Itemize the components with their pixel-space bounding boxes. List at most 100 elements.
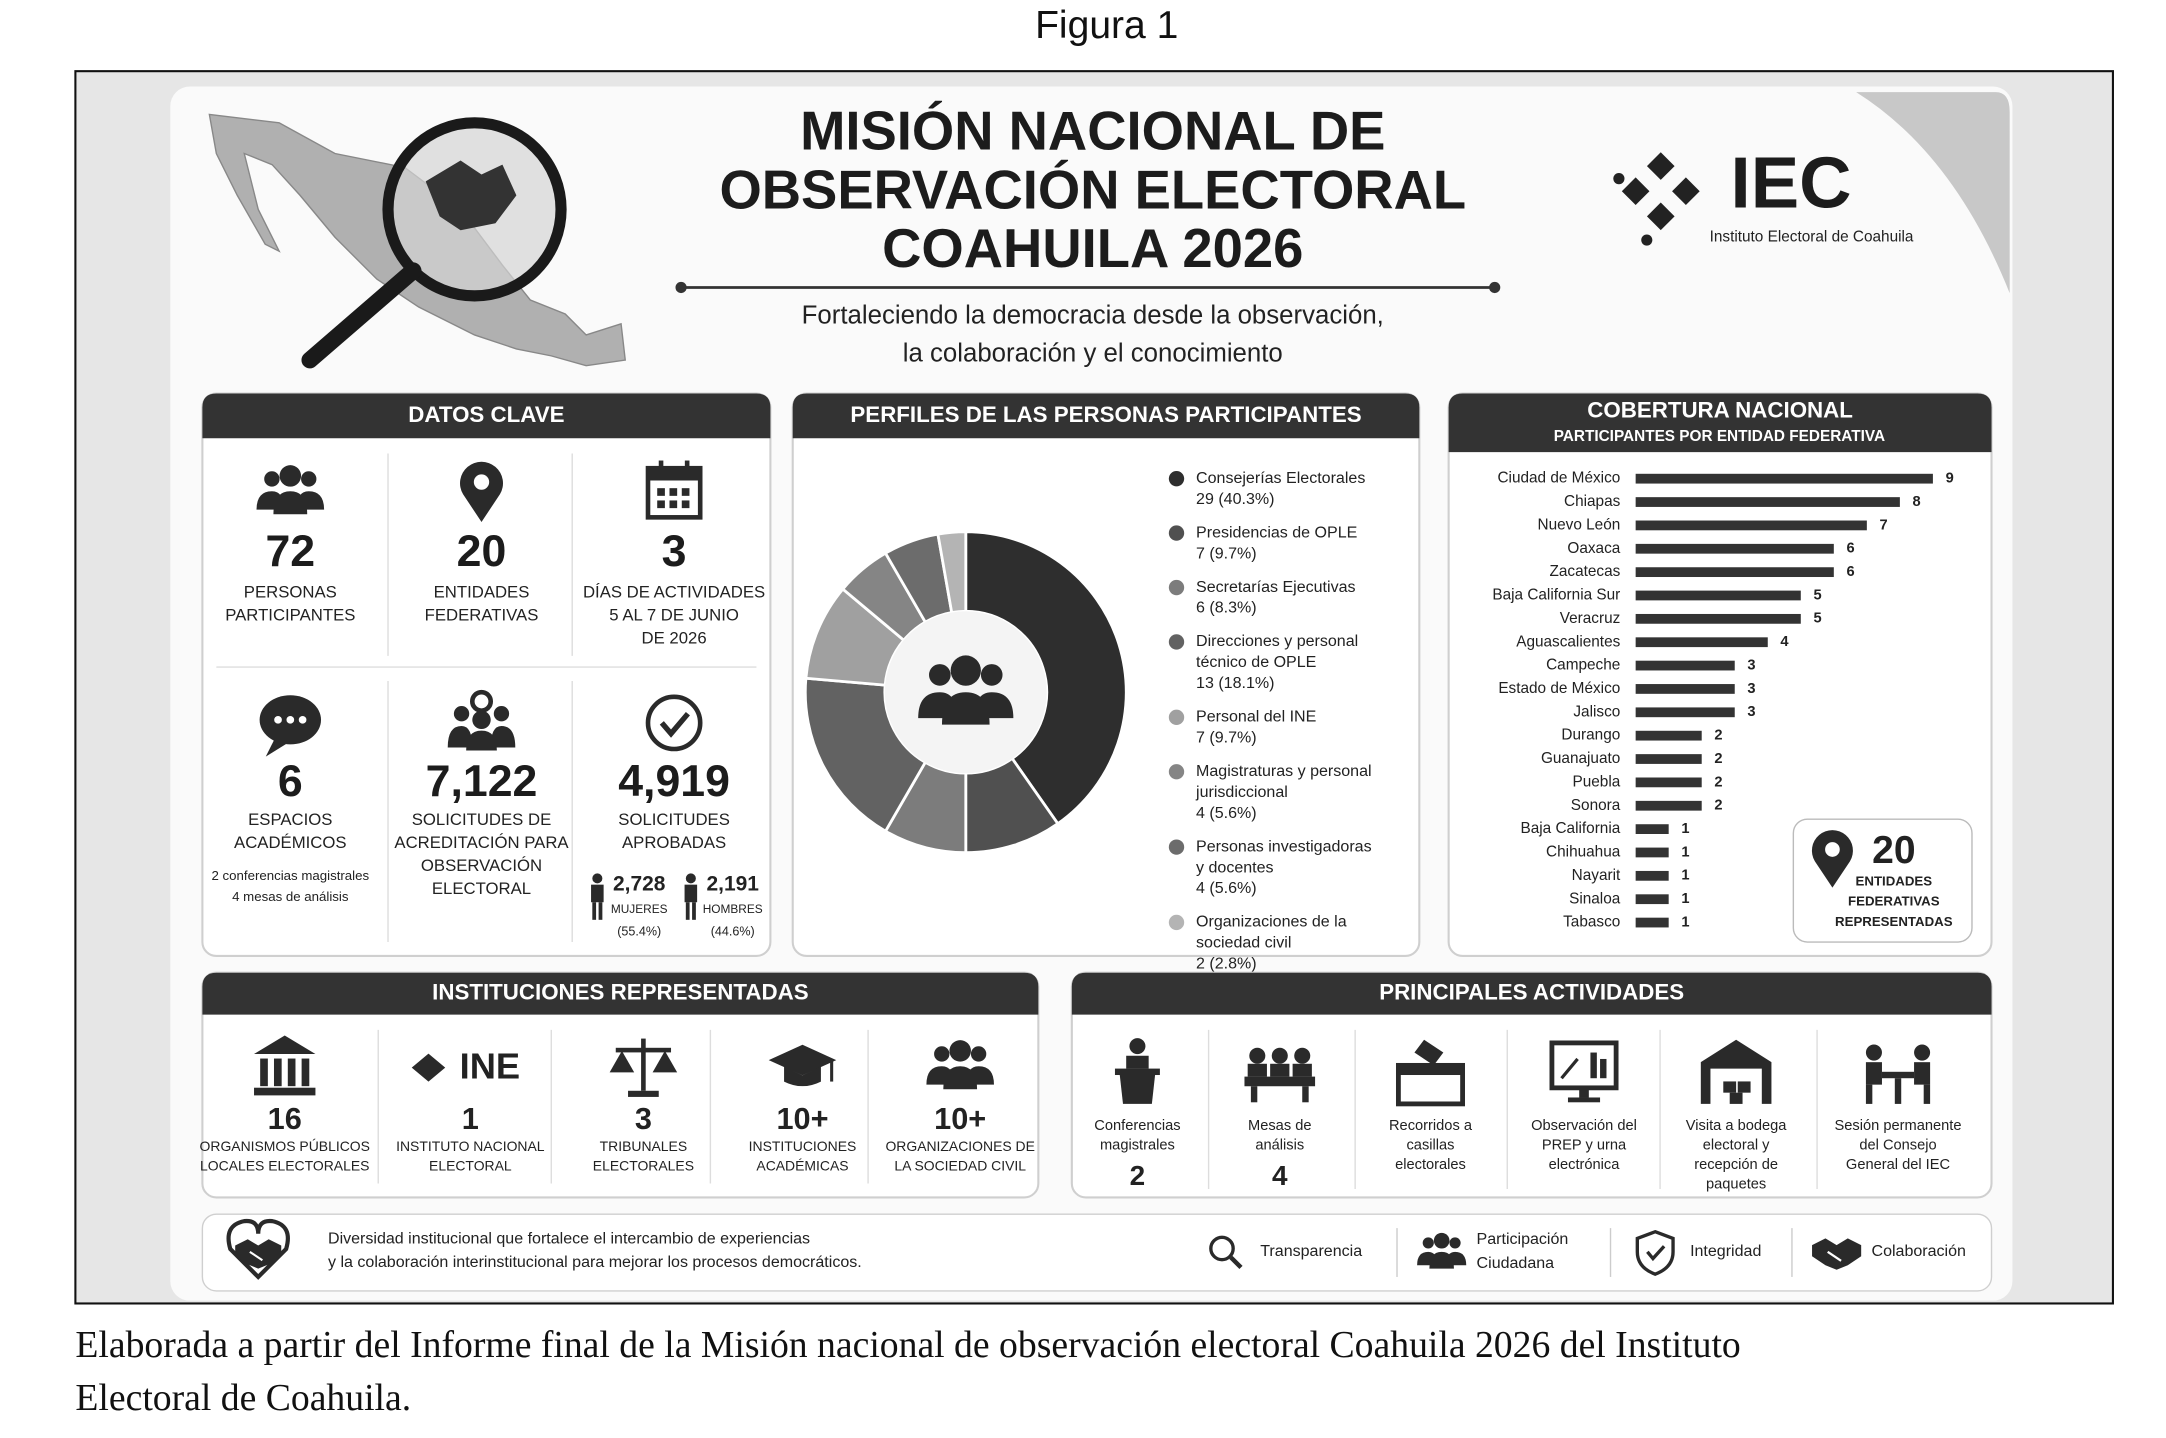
- legend-swatch: [1168, 471, 1185, 487]
- subtitle: Fortaleciendo la democracia desde la obs…: [802, 302, 1384, 330]
- key-label: OBSERVACIÓN: [421, 856, 542, 875]
- icon-part: [681, 488, 690, 496]
- icon-people: [256, 465, 325, 515]
- icon-part: [1827, 1250, 1842, 1262]
- icon-search: [1209, 1235, 1243, 1270]
- icon-part: [1250, 1086, 1258, 1103]
- icon-part: [1812, 1238, 1862, 1270]
- logo-name: IEC: [1731, 143, 1852, 224]
- footer-band: [201, 1213, 1993, 1292]
- icon-part: [1294, 1047, 1311, 1064]
- key-label: ENTIDADES: [434, 583, 530, 602]
- bar-value-label: 7: [1880, 517, 1888, 533]
- footer-value: Participación: [1477, 1230, 1569, 1248]
- key-note: 4 mesas de análisis: [232, 889, 349, 904]
- icon-meeting: [1865, 1044, 1931, 1104]
- panel-title: DATOS CLAVE: [408, 402, 564, 427]
- bar: [1635, 707, 1735, 718]
- activities-header: [1071, 972, 1992, 1015]
- bar-category: Puebla: [1573, 773, 1621, 790]
- ine-logo: INE: [460, 1046, 520, 1087]
- icon-part: [469, 689, 494, 713]
- profiles-header: [792, 393, 1420, 439]
- icon-part: [652, 1050, 678, 1073]
- footer-heart: [226, 1218, 290, 1280]
- bar-value-label: 5: [1813, 587, 1821, 603]
- icon-part: [1560, 1057, 1579, 1080]
- icon-part: [1894, 1078, 1902, 1104]
- bar: [1635, 567, 1834, 578]
- icon-part: [645, 694, 703, 752]
- icon-scale: [609, 1038, 678, 1097]
- icon-part: [473, 474, 490, 490]
- activity-label: electorales: [1395, 1157, 1466, 1173]
- bar-value-label: 3: [1747, 657, 1755, 673]
- activity-label: Conferencias: [1094, 1118, 1180, 1134]
- icon-ine: [411, 1053, 446, 1082]
- key-label: APROBADAS: [622, 833, 726, 852]
- breakdown-number: 2,191: [707, 872, 760, 895]
- icon-part: [950, 655, 981, 686]
- institution-number: 10+: [934, 1101, 986, 1136]
- footer-value: Integridad: [1690, 1242, 1761, 1260]
- icon-part: [1646, 1245, 1666, 1262]
- badge-label: ENTIDADES: [1856, 874, 1933, 889]
- bar-category: Nayarit: [1572, 867, 1621, 884]
- bar-category: Durango: [1561, 727, 1620, 744]
- bar: [1635, 660, 1735, 671]
- activity-label: Recorridos a: [1389, 1118, 1473, 1134]
- icon-part: [472, 710, 491, 730]
- bar: [1635, 917, 1669, 928]
- activity-label: electrónica: [1549, 1157, 1621, 1173]
- icon-handshake: [1812, 1238, 1862, 1270]
- legend-swatch: [1168, 764, 1185, 780]
- icon-part: [466, 730, 497, 751]
- icon-part: [669, 488, 678, 496]
- icon-part: [1729, 1092, 1743, 1104]
- bar-category: Campeche: [1546, 657, 1620, 674]
- caption: Elaborada a partir del Informe final de …: [75, 1324, 1740, 1366]
- logo-full-name: Instituto Electoral de Coahuila: [1710, 228, 1914, 245]
- icon-podium: [1114, 1038, 1160, 1104]
- key-number: 3: [662, 527, 687, 576]
- coverage-header: [1448, 393, 1992, 453]
- legend-swatch: [1168, 525, 1185, 541]
- key-label: PERSONAS: [244, 583, 337, 602]
- icon-part: [1244, 1076, 1316, 1087]
- icon-warehouse: [1700, 1039, 1772, 1104]
- icon-people: [1417, 1232, 1467, 1269]
- icon-part: [287, 1058, 296, 1087]
- icon-part: [692, 902, 696, 920]
- icon-part: [980, 664, 1003, 686]
- bar-category: Nuevo León: [1538, 516, 1621, 533]
- bar-value-label: 6: [1846, 564, 1854, 580]
- icon-part: [1422, 1237, 1434, 1249]
- activity-label: electoral y: [1703, 1138, 1770, 1154]
- legend-label: Consejerías Electorales: [1196, 469, 1365, 487]
- icon-part: [1209, 1235, 1235, 1262]
- icon-part: [301, 471, 317, 487]
- icon-part: [254, 1035, 316, 1054]
- key-label: PARTICIPANTES: [225, 606, 355, 625]
- institution-label: INSTITUTO NACIONAL: [396, 1138, 545, 1154]
- icon-part: [301, 1058, 310, 1087]
- icon-part: [684, 884, 698, 903]
- institution-label: LOCALES ELECTORALES: [200, 1157, 369, 1173]
- legend-value: 13 (18.1%): [1196, 674, 1274, 692]
- icon-part: [265, 738, 291, 757]
- activity-label: General del IEC: [1846, 1157, 1951, 1173]
- legend-swatch: [1168, 709, 1185, 726]
- bar-value-label: 1: [1681, 868, 1689, 884]
- icon-group: [447, 689, 516, 751]
- icon-part: [628, 1090, 659, 1097]
- icon-part: [1865, 1062, 1882, 1085]
- icon-part: [659, 711, 690, 738]
- bar-value-label: 1: [1681, 844, 1689, 860]
- icon-part: [830, 1060, 834, 1082]
- institution-label: ACADÉMICAS: [756, 1157, 848, 1173]
- icon-part: [1811, 830, 1853, 888]
- icon-part: [254, 1087, 316, 1096]
- bar: [1635, 754, 1702, 764]
- key-label: ELECTORAL: [432, 879, 531, 898]
